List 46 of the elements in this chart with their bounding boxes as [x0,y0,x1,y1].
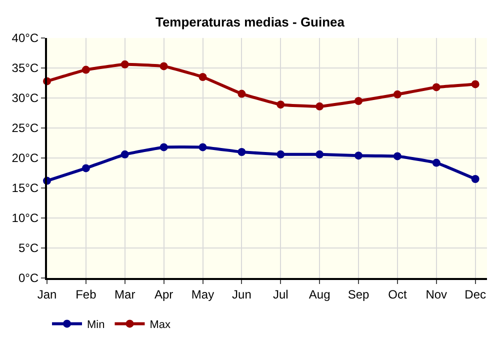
point [471,175,480,183]
x-tick-label: May [191,287,214,302]
x-tick-label: Jul [272,287,288,302]
y-tick-label: 20°C [12,151,39,166]
y-tick-label: 40°C [12,31,39,46]
point [198,73,207,81]
x-tick-label: Jan [37,287,57,302]
point [432,83,440,92]
y-tick-label: 5°C [18,241,39,256]
legend-label: Min [87,318,105,331]
x-tick-label: Jun [232,287,252,302]
y-tick-label: 30°C [12,91,39,106]
x-tick-label: Aug [308,287,330,302]
chart-title: Temperaturas medias - Guinea [155,14,346,30]
x-tick-label: Mar [114,287,136,302]
x-tick-label: Nov [426,287,448,302]
point [160,143,168,152]
point [354,97,362,105]
point [316,150,324,158]
point [471,80,480,88]
point [393,90,402,98]
point [316,102,324,110]
y-tick-label: 0°C [18,271,39,286]
point [276,150,285,158]
y-tick-label: 15°C [12,181,39,196]
point [393,152,402,160]
x-tick-label: Oct [388,287,408,302]
point [238,90,246,98]
y-tick-label: 25°C [12,121,39,136]
point [276,100,285,109]
point [160,62,168,70]
point [120,150,129,158]
point [354,152,362,160]
point [238,148,246,156]
x-tick-label: Apr [154,287,174,302]
point [82,66,90,74]
point [198,143,207,152]
legend-label: Max [150,318,172,331]
point [120,60,129,68]
x-tick-label: Sep [348,287,370,302]
y-tick-label: 35°C [12,61,39,76]
x-tick-label: Dec [464,287,486,302]
y-tick-label: 10°C [12,211,39,226]
point [432,158,440,167]
point [82,164,90,172]
x-tick-label: Feb [76,287,97,302]
